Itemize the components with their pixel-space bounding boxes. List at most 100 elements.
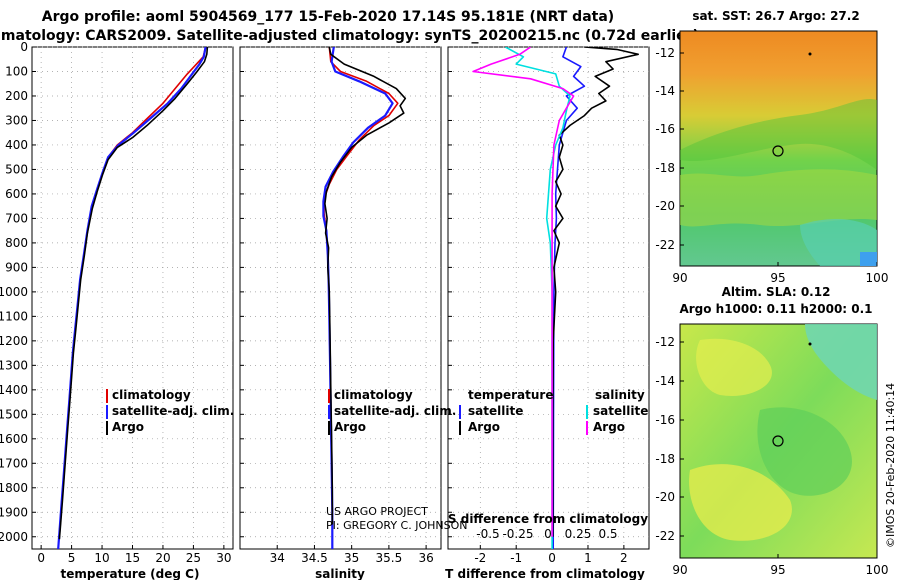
temperature-grid: [32, 46, 233, 549]
sst-marker-dot: [808, 52, 812, 56]
legend-satellite-label: satellite-adj. clim.: [334, 404, 456, 418]
series-line-temperature-argo: [552, 47, 639, 537]
s-diff-tick-label: 0: [544, 527, 552, 541]
difference-xticks: -2 -1 0 1 2: [474, 551, 627, 565]
difference-legend: temperature salinity satellite Argo sate…: [459, 388, 648, 435]
sla-map: Altim. SLA: 0.12 Argo h1000: 0.11 h2000:…: [655, 285, 888, 577]
depth-axis: 0 100 200 300 400 500 600 700 800 900 1000 1100 1200…: [0, 40, 28, 544]
series-line-satellite-adj-clim-: [57, 47, 207, 549]
series-line-climatology: [323, 47, 399, 549]
map-lat-label: -12: [655, 335, 675, 349]
map-lon-label: 90: [672, 271, 687, 285]
salinity-difference-xticks: -0.5 -0.25 0 0.25 0.5: [476, 527, 617, 541]
map-lon-label: 95: [770, 271, 785, 285]
sla-green-patch: [757, 407, 852, 496]
x-tick-label: 0: [548, 551, 556, 565]
sla-map-ticks: 90 95 100 -12 -14 -16 -18 -20 -22: [655, 335, 888, 577]
s-diff-tick-label: -0.25: [502, 527, 533, 541]
temperature-panel: 0 5 10 15 20 25 30 temperature (deg C) climato…: [31, 46, 234, 580]
salinity-panel: 34 34.5 35 35.5 36 salinity climatology sate…: [239, 46, 467, 580]
legend-temperature-heading: temperature: [468, 388, 553, 402]
sst-yellow-patch: [680, 169, 877, 227]
salinity-panel-frame: [239, 46, 442, 550]
sst-blue-corner: [860, 252, 877, 266]
x-tick-label: 5: [68, 551, 76, 565]
map-lat-label: -12: [655, 46, 675, 60]
depth-tick-label: 100: [5, 64, 28, 78]
depth-tick-label: 900: [5, 260, 28, 274]
title-line1: Argo profile: aoml 5904569_177 15-Feb-20…: [42, 9, 614, 25]
x-tick-label: 10: [94, 551, 109, 565]
depth-tick-label: 1700: [0, 456, 28, 470]
temperature-series: [57, 47, 209, 549]
map-lon-label: 95: [770, 563, 785, 577]
depth-tick-label: 800: [5, 236, 28, 250]
depth-tick-label: 1500: [0, 407, 28, 421]
x-tick-label: 35: [344, 551, 359, 565]
s-difference-xlabel: S difference from climatology: [448, 512, 648, 526]
legend-climatology-label: climatology: [334, 388, 413, 402]
credit-line1: US ARGO PROJECT: [326, 505, 428, 518]
depth-tick-label: 1100: [0, 309, 28, 323]
map-lat-label: -22: [655, 238, 675, 252]
map-lon-label: 90: [672, 563, 687, 577]
map-lat-label: -20: [655, 490, 675, 504]
series-line-argo: [324, 47, 407, 525]
map-lat-label: -20: [655, 199, 675, 213]
depth-tick-label: 700: [5, 211, 28, 225]
depth-tick-label: 1400: [0, 383, 28, 397]
map-lon-label: 100: [866, 563, 889, 577]
salinity-xticks: 34 34.5 35 35.5 36: [270, 551, 434, 565]
legend-climatology-label: climatology: [112, 388, 191, 402]
legend-argo-label: Argo: [112, 420, 144, 434]
depth-tick-label: 400: [5, 138, 28, 152]
legend-t-satellite-label: satellite: [468, 404, 523, 418]
map-lat-label: -18: [655, 161, 675, 175]
x-tick-label: -2: [474, 551, 486, 565]
depth-tick-label: 1600: [0, 432, 28, 446]
sst-map-title: sat. SST: 26.7 Argo: 27.2: [692, 9, 859, 23]
map-lat-label: -14: [655, 84, 675, 98]
series-line-salinity-argo: [472, 47, 575, 537]
depth-tick-label: 0: [20, 40, 28, 54]
depth-tick-label: 300: [5, 113, 28, 127]
depth-tick-label: 1300: [0, 358, 28, 372]
temperature-xlabel: temperature (deg C): [61, 567, 200, 580]
difference-xlabel: T difference from climatology: [445, 567, 645, 580]
sla-yellow-patch-1: [696, 338, 772, 396]
x-tick-label: 35.5: [376, 551, 403, 565]
legend-salinity-heading: salinity: [595, 388, 645, 402]
depth-tick-label: 1200: [0, 334, 28, 348]
depth-tick-label: 500: [5, 162, 28, 176]
series-line-salinity-satellite: [505, 47, 571, 549]
sla-cyan-patch: [805, 324, 877, 400]
x-tick-label: 34: [270, 551, 285, 565]
x-tick-label: 25: [186, 551, 201, 565]
x-tick-label: 1: [584, 551, 592, 565]
x-tick-label: 0: [37, 551, 45, 565]
depth-tick-label: 600: [5, 187, 28, 201]
series-line-climatology: [57, 47, 207, 549]
s-diff-tick-label: -0.5: [476, 527, 499, 541]
sla-map-title-line2: Argo h1000: 0.11 h2000: 0.1: [679, 302, 872, 316]
sst-map: sat. SST: 26.7 Argo: 27.2 90 95 100 -12 -14 -…: [655, 9, 888, 285]
difference-grid: [448, 46, 649, 549]
x-tick-label: -1: [510, 551, 522, 565]
s-diff-tick-label: 0.25: [565, 527, 592, 541]
series-line-argo: [58, 47, 209, 540]
title-line2: Climatology: CARS2009. Satellite-adjuste…: [0, 28, 699, 44]
difference-series: [472, 47, 639, 549]
difference-panel-frame: [447, 46, 650, 550]
sla-map-title-line1: Altim. SLA: 0.12: [722, 285, 831, 299]
x-tick-label: 15: [125, 551, 140, 565]
salinity-grid: [240, 46, 441, 549]
x-tick-label: 2: [620, 551, 628, 565]
series-line-temperature-satellite: [552, 47, 586, 549]
map-lat-label: -16: [655, 413, 675, 427]
sla-marker-dot: [808, 342, 812, 346]
credit-line2: PI: GREGORY C. JOHNSON: [326, 519, 467, 532]
map-lat-label: -18: [655, 452, 675, 466]
sst-green-band: [680, 98, 877, 170]
x-tick-label: 36: [418, 551, 433, 565]
